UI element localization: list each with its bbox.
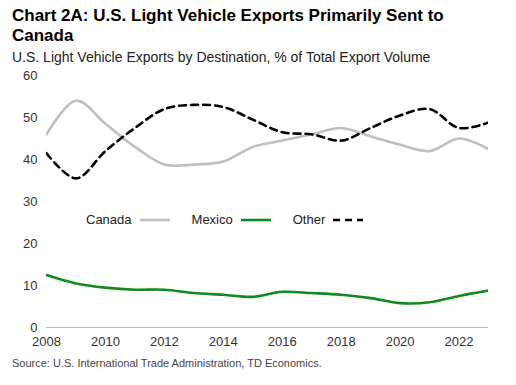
html-text:Canada: Canada [86, 212, 132, 227]
svg-text:2014: 2014 [209, 334, 238, 349]
svg-text:50: 50 [23, 110, 37, 125]
html-text:Source: U.S. International Tra: Source: U.S. International Trade Adminis… [12, 357, 322, 369]
svg-text:2016: 2016 [268, 334, 297, 349]
svg-text:0: 0 [30, 320, 37, 335]
svg-text:10: 10 [23, 278, 37, 293]
html-text:U.S. Light Vehicle Exports by: U.S. Light Vehicle Exports by Destinatio… [12, 49, 431, 65]
svg-text:2012: 2012 [150, 334, 179, 349]
html-text:Other: Other [292, 212, 326, 227]
svg-text:60: 60 [23, 68, 37, 83]
svg-text:20: 20 [23, 236, 37, 251]
html-text:Chart 2A: U.S. Light Vehicle E: Chart 2A: U.S. Light Vehicle Exports Pri… [12, 6, 444, 45]
svg-text:2022: 2022 [445, 334, 474, 349]
svg-text:30: 30 [23, 194, 37, 209]
svg-text:2010: 2010 [91, 334, 120, 349]
html-text:Mexico: Mexico [191, 212, 233, 227]
svg-text:2008: 2008 [32, 334, 61, 349]
svg-text:40: 40 [23, 152, 37, 167]
svg-text:2018: 2018 [327, 334, 356, 349]
svg-text:2020: 2020 [386, 334, 415, 349]
